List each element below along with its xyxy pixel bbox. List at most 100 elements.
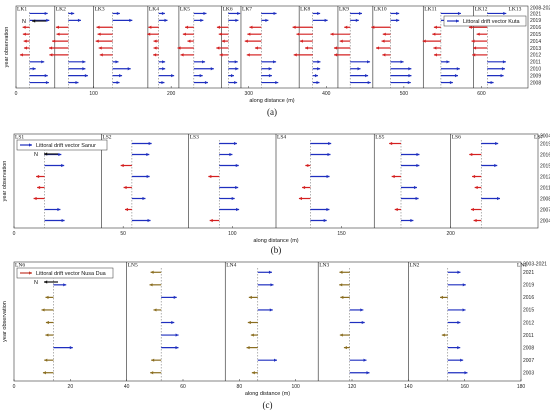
x-tick-label: 100	[291, 384, 300, 390]
drift-vector-head	[273, 60, 277, 64]
drift-vector-head	[148, 25, 152, 29]
panel-caption: (c)	[263, 400, 273, 410]
legend-label: Littoral drift vector Sanur	[36, 143, 96, 149]
station-label: LS1	[15, 135, 24, 141]
drift-vector-head	[22, 25, 26, 29]
north-label: N	[34, 280, 38, 286]
drift-vector-head	[148, 141, 152, 146]
drift-vector-head	[416, 152, 420, 157]
drift-vector-head	[153, 46, 157, 50]
legend-swatch-head	[29, 143, 32, 147]
drift-vector-head	[502, 60, 506, 64]
drift-vector-head	[161, 80, 165, 85]
x-tick-label: 60	[180, 384, 186, 390]
drift-vector-head	[248, 295, 252, 299]
drift-vector-head	[415, 196, 419, 201]
year-tick-label: 2008	[523, 345, 534, 351]
drift-vector-head	[230, 74, 234, 78]
drift-vector-head	[45, 80, 49, 85]
drift-vector-head	[185, 25, 189, 29]
panel-a: 2021201920162015201420132012201120102009…	[4, 6, 550, 118]
panel-caption: (a)	[267, 107, 277, 117]
drift-vector-head	[44, 11, 48, 16]
drift-vector-head	[468, 25, 472, 29]
drift-vector-head	[326, 207, 330, 212]
station-label: LS6	[452, 135, 461, 141]
drift-vector-head	[233, 141, 237, 146]
drift-vector-head	[472, 53, 476, 57]
drift-vector-head	[433, 46, 437, 50]
year-tick-label: 2012	[523, 320, 534, 326]
drift-vector-head	[218, 32, 222, 36]
drift-vector-head	[293, 53, 297, 57]
drift-vector-head	[339, 39, 343, 43]
drift-vector-head	[127, 67, 131, 71]
drift-vector-head	[268, 270, 272, 274]
drift-vector-head	[340, 295, 344, 299]
x-tick-label: 0	[13, 384, 16, 390]
drift-vector-head	[209, 218, 213, 223]
panel-c: 2021 2019 2016 2015 2012 2011 2008 2007 2003 2003…	[2, 262, 547, 411]
drift-vector-head	[250, 333, 254, 337]
year-tick-label: 2008	[540, 196, 550, 202]
year-tick-label: 2021	[530, 11, 541, 17]
year-tick-label: 2015	[540, 163, 550, 169]
year-tick-label: 2003	[523, 371, 534, 377]
drift-vector-head	[339, 333, 343, 337]
drift-vector-head	[129, 18, 133, 22]
drift-vector-head	[344, 25, 348, 29]
station-label: LN2	[409, 263, 419, 269]
drift-vector-head	[58, 152, 62, 157]
drift-vector-head	[496, 196, 500, 201]
x-tick-label: 20	[68, 384, 74, 390]
station-label: LN4	[226, 263, 236, 269]
station-label: LK11	[424, 7, 437, 13]
drift-vector-head	[57, 207, 61, 212]
drift-vector-head	[164, 18, 168, 22]
drift-vector-head	[153, 39, 157, 43]
drift-vector-head	[360, 308, 364, 312]
x-axis-label: along distance (m)	[253, 238, 298, 244]
drift-vector-head	[98, 46, 102, 50]
legend-swatch-head	[29, 271, 32, 275]
drift-vector-head	[495, 141, 499, 146]
legend-swatch-head	[456, 19, 459, 23]
drift-vector-head	[49, 53, 53, 57]
station-label: LN6	[15, 263, 25, 269]
drift-vector-head	[33, 196, 37, 201]
drift-vector-head	[358, 11, 362, 16]
drift-vector-head	[457, 11, 461, 16]
drift-vector-head	[55, 25, 59, 29]
station-label: LK2	[56, 7, 66, 13]
drift-vector-head	[473, 46, 477, 50]
station-label: LN3	[319, 263, 329, 269]
year-tick-label: 2004	[540, 218, 550, 224]
drift-vector-head	[82, 67, 86, 71]
drift-vector-head	[381, 39, 385, 43]
drift-vector-head	[173, 295, 177, 299]
drift-vector-head	[237, 11, 241, 16]
station-label: LK9	[339, 7, 349, 13]
drift-vector-head	[219, 53, 223, 57]
drift-vector-head	[149, 283, 153, 287]
drift-vector-head	[229, 152, 233, 157]
drift-vector-head	[457, 320, 461, 325]
year-tick-label: 2011	[540, 185, 550, 191]
drift-vector-head	[396, 11, 400, 16]
plot-frame	[15, 5, 529, 89]
north-label: N	[22, 19, 26, 25]
drift-vector-head	[355, 18, 359, 22]
north-label: N	[34, 152, 38, 158]
drift-vector-head	[99, 53, 103, 57]
drift-vector-head	[52, 39, 56, 43]
station-label: LK1	[17, 7, 27, 13]
station-label: LK10	[374, 7, 387, 13]
drift-vector-head	[22, 32, 26, 36]
x-tick-label: 200	[167, 91, 176, 97]
x-tick-label: 180	[517, 384, 526, 390]
drift-vector-head	[56, 32, 60, 36]
drift-vector-head	[270, 283, 274, 287]
legend-box	[16, 267, 114, 279]
x-axis-label: along distance (m)	[245, 391, 290, 397]
